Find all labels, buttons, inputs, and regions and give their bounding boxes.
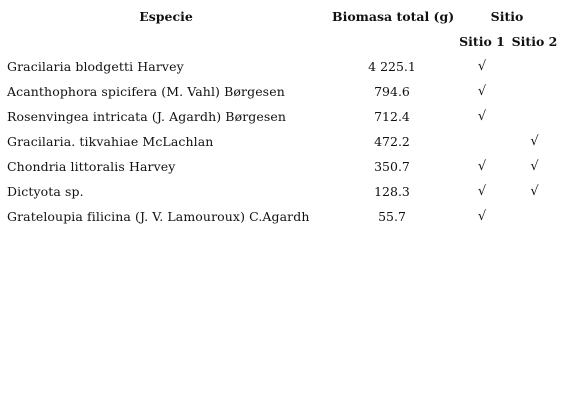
header-sitio: Sitio bbox=[490, 9, 524, 24]
species-name: Gracilaria. tikvahiae McLachlan bbox=[7, 134, 214, 149]
species-name: Dictyota sp. bbox=[7, 184, 84, 199]
species-name: Gracilaria blodgetti Harvey bbox=[7, 59, 184, 74]
table-row: Acanthophora spicifera (M. Vahl) Børgese… bbox=[0, 83, 565, 108]
header-biomasa-total: Biomasa total (g) bbox=[332, 9, 455, 24]
site-1-check: √ bbox=[477, 209, 487, 224]
table-row: Rosenvingea intricata (J. Agardh) Børges… bbox=[0, 108, 565, 133]
biomass-value: 55.7 bbox=[378, 209, 406, 224]
species-name: Rosenvingea intricata (J. Agardh) Børges… bbox=[7, 109, 287, 124]
table-row: Grateloupia filicina (J. V. Lamouroux) C… bbox=[0, 208, 565, 233]
species-name: Chondria littoralis Harvey bbox=[7, 159, 176, 174]
species-name: Grateloupia filicina (J. V. Lamouroux) C… bbox=[7, 209, 310, 224]
site-1-check: √ bbox=[477, 159, 487, 174]
site-1-check: √ bbox=[477, 59, 487, 74]
header-sitio-2: Sitio 2 bbox=[511, 34, 558, 49]
biomass-value: 472.2 bbox=[374, 134, 410, 149]
biomass-value: 794.6 bbox=[374, 84, 410, 99]
biomass-value: 4 225.1 bbox=[368, 59, 416, 74]
biomass-value: 350.7 bbox=[374, 159, 410, 174]
header-especie: Especie bbox=[139, 9, 193, 24]
species-name: Acanthophora spicifera (M. Vahl) Børgese… bbox=[7, 84, 285, 99]
table-row: Gracilaria. tikvahiae McLachlan 472.2 √ bbox=[0, 133, 565, 158]
site-1-check: √ bbox=[477, 84, 487, 99]
biomass-value: 712.4 bbox=[374, 109, 410, 124]
table-body: Gracilaria blodgetti Harvey 4 225.1 √ Ac… bbox=[0, 58, 565, 233]
site-1-check: √ bbox=[477, 184, 487, 199]
biomass-value: 128.3 bbox=[374, 184, 410, 199]
site-2-check: √ bbox=[530, 159, 539, 174]
table-row: Gracilaria blodgetti Harvey 4 225.1 √ bbox=[0, 58, 565, 83]
header-sitio-1: Sitio 1 bbox=[459, 34, 505, 49]
site-2-check: √ bbox=[530, 134, 539, 149]
table-row: Chondria littoralis Harvey 350.7 √ √ bbox=[0, 158, 565, 183]
table-row: Dictyota sp. 128.3 √ √ bbox=[0, 183, 565, 208]
site-2-check: √ bbox=[530, 184, 539, 199]
site-1-check: √ bbox=[477, 109, 487, 124]
